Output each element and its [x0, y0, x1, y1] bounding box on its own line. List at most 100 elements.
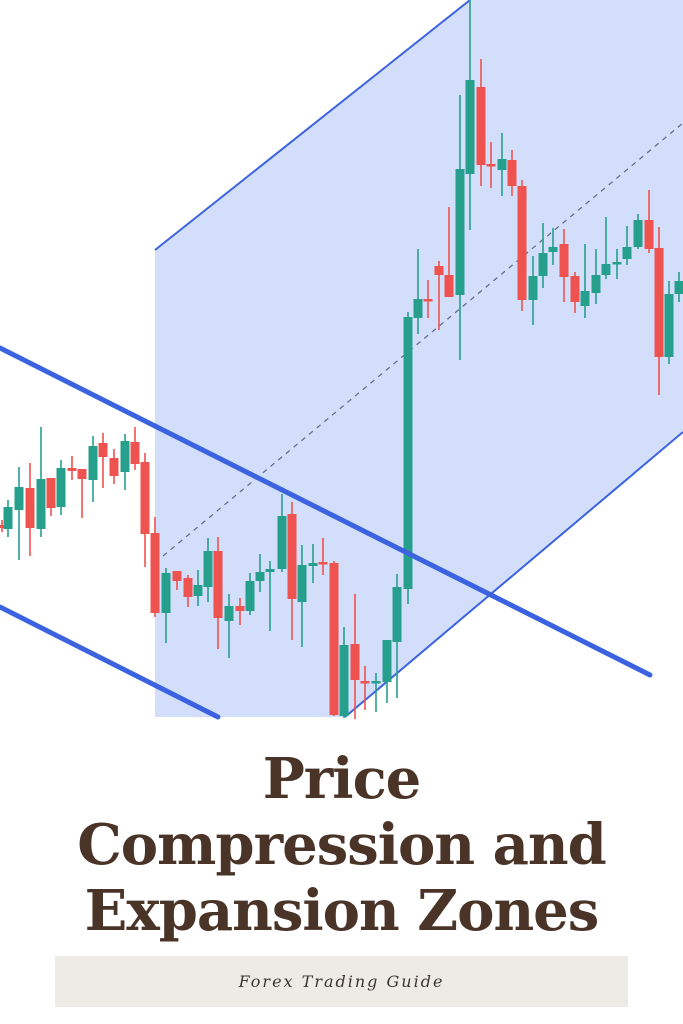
bullish-candle	[339, 627, 349, 718]
bearish-candle	[423, 280, 433, 318]
candle-body	[633, 220, 643, 247]
candle-body	[203, 551, 213, 587]
title-line-3: Expansion Zones	[84, 878, 600, 944]
candle-body	[548, 247, 558, 252]
bullish-candle	[591, 249, 601, 304]
bullish-candle	[601, 217, 611, 279]
bullish-candle	[392, 574, 402, 698]
candle-body	[444, 275, 454, 297]
compression-channel-lower-line	[0, 604, 221, 720]
bearish-candle	[287, 502, 297, 640]
candle-body	[183, 578, 193, 597]
page-title: Price Compression and Expansion Zones	[0, 746, 683, 944]
candle-body	[255, 572, 265, 581]
candle-body	[56, 468, 66, 507]
candle-body	[403, 317, 413, 589]
bullish-candle	[664, 281, 674, 364]
bullish-candle	[538, 223, 548, 288]
compression-channel-upper-line	[0, 345, 653, 678]
bearish-candle	[67, 456, 77, 480]
bearish-candle	[46, 478, 56, 516]
candle-body	[161, 573, 171, 613]
candles	[0, 0, 683, 719]
expansion-channel-lower-line	[344, 431, 683, 718]
title-line-1: Price	[262, 746, 422, 812]
candle-body	[150, 533, 160, 613]
candle-body	[507, 160, 517, 186]
candle-body	[434, 266, 444, 275]
candle-body	[25, 488, 35, 528]
candle-body	[538, 253, 548, 276]
candle-body	[413, 299, 423, 318]
bullish-candle	[612, 249, 622, 279]
bullish-candle	[36, 427, 46, 537]
bullish-candle	[161, 568, 171, 643]
bearish-candle	[517, 180, 527, 311]
candle-body	[3, 507, 13, 529]
bearish-candle	[213, 537, 223, 649]
candle-body	[287, 514, 297, 599]
bearish-candle	[130, 427, 140, 470]
bearish-candle	[644, 190, 654, 253]
bearish-candle	[476, 59, 486, 186]
bearish-candle	[109, 449, 119, 484]
candle-body	[109, 458, 119, 476]
candle-body	[0, 525, 7, 528]
candle-body	[339, 645, 349, 716]
subtitle-bar: Forex Trading Guide	[55, 956, 628, 1007]
bullish-candle	[403, 312, 413, 604]
bearish-candle	[183, 575, 193, 607]
candle-body	[265, 569, 275, 572]
bullish-candle	[455, 95, 465, 360]
bearish-candle	[329, 561, 339, 716]
candle-body	[172, 571, 182, 581]
title-line-2: Compression and	[77, 812, 607, 878]
bearish-candle	[507, 150, 517, 196]
bullish-candle	[3, 500, 13, 537]
bearish-candle	[140, 453, 150, 567]
candle-body	[297, 565, 307, 602]
bullish-candle	[413, 249, 423, 334]
bullish-candle	[277, 494, 287, 572]
bullish-candle	[622, 226, 632, 265]
bullish-candle	[297, 545, 307, 647]
candle-body	[517, 186, 527, 300]
candle-body	[654, 248, 664, 357]
bearish-candle	[434, 261, 444, 330]
bullish-candle	[120, 434, 130, 490]
bearish-candle	[150, 517, 160, 617]
bullish-candle	[633, 214, 643, 249]
candle-body	[98, 443, 108, 457]
bullish-candle	[56, 460, 66, 515]
candle-body	[193, 585, 203, 596]
candle-body	[77, 469, 87, 479]
bullish-candle	[88, 436, 98, 502]
bearish-candle	[0, 520, 7, 532]
candle-body	[88, 446, 98, 480]
bearish-candle	[654, 227, 664, 395]
candle-body	[130, 442, 140, 464]
expansion-zone-fill	[155, 0, 683, 717]
candle-body	[350, 644, 360, 680]
candlestick-illustration	[0, 0, 683, 720]
candle-body	[224, 606, 234, 621]
bearish-candle	[444, 207, 454, 297]
bearish-candle	[486, 142, 496, 188]
candle-body	[455, 169, 465, 295]
candle-body	[528, 276, 538, 300]
candle-body	[329, 563, 339, 715]
candle-body	[318, 562, 328, 565]
candle-body	[213, 551, 223, 618]
bullish-candle	[224, 594, 234, 658]
bullish-candle	[497, 133, 507, 196]
candle-body	[371, 681, 381, 684]
candle-body	[674, 281, 683, 294]
bullish-candle	[255, 554, 265, 592]
candle-body	[120, 441, 130, 472]
bullish-candle	[371, 673, 381, 712]
bullish-candle	[265, 561, 275, 631]
bearish-candle	[559, 229, 569, 302]
bearish-candle	[360, 666, 370, 710]
candle-body	[360, 681, 370, 684]
candle-body	[476, 87, 486, 165]
